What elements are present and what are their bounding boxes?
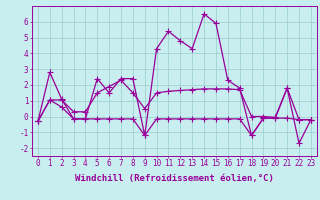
X-axis label: Windchill (Refroidissement éolien,°C): Windchill (Refroidissement éolien,°C): [75, 174, 274, 183]
